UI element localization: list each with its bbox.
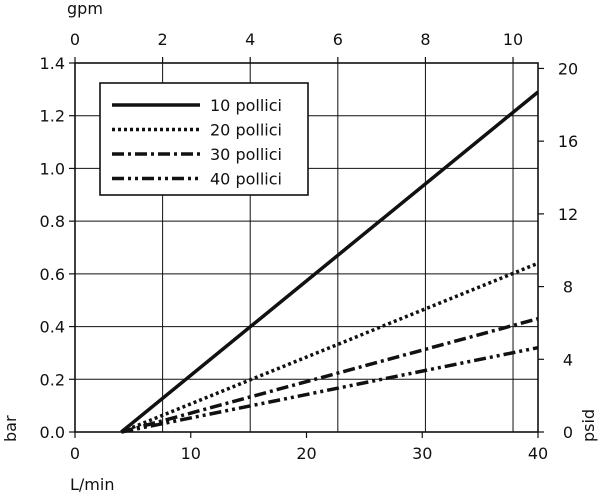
label-layer: L/min gpm bar psid — [1, 0, 598, 494]
x-top-tick-label: 4 — [245, 30, 255, 49]
legend-label-4: 40 pollici — [210, 170, 282, 189]
y-right-tick-label: 12 — [558, 205, 578, 224]
x-top-axis-label: gpm — [67, 0, 103, 18]
series-line-1 — [120, 90, 540, 434]
x-tick-label: 30 — [412, 444, 432, 463]
y-tick-label: 0.8 — [40, 212, 65, 231]
y-axis-label: bar — [1, 415, 20, 442]
series-line-3 — [120, 316, 539, 434]
y-tick-label: 0.2 — [40, 370, 65, 389]
x-top-tick-label: 2 — [158, 30, 168, 49]
legend-label-1: 10 pollici — [210, 96, 282, 115]
tick-layer: 0 10 20 30 400 2 4 6 8 100.00.20.40.60.81.01.21.4… — [40, 30, 579, 463]
x-tick-label: 10 — [181, 444, 201, 463]
y-tick-label: 0.4 — [40, 318, 65, 337]
y-right-axis-label: psid — [579, 409, 598, 442]
x-tick-label: 20 — [296, 444, 316, 463]
legend-box — [99, 82, 309, 196]
y-tick-label: 0.0 — [40, 423, 65, 442]
y-right-tick-label: 16 — [558, 132, 578, 151]
x-axis-label: L/min — [70, 475, 114, 494]
x-top-tick-label: 8 — [420, 30, 430, 49]
legend-label-2: 20 pollici — [210, 121, 282, 140]
x-top-tick-label: 6 — [333, 30, 343, 49]
y-right-tick-label: 20 — [558, 59, 578, 78]
series-line-2 — [120, 261, 539, 434]
series-line-4 — [120, 345, 539, 434]
y-tick-label: 1.0 — [40, 159, 65, 178]
y-tick-label: 1.2 — [40, 107, 65, 126]
y-right-tick-label: 4 — [563, 350, 573, 369]
y-tick-label: 0.6 — [40, 265, 65, 284]
y-right-tick-label: 8 — [563, 278, 573, 297]
y-right-tick-label: 0 — [563, 423, 573, 442]
y-tick-label: 1.4 — [40, 54, 65, 73]
legend: 10 pollici 20 pollici 30 pollici 40 pollici — [99, 82, 309, 196]
legend-label-3: 30 pollici — [210, 145, 282, 164]
x-top-tick-label: 0 — [70, 30, 80, 49]
x-top-tick-label: 10 — [503, 30, 523, 49]
x-tick-label: 0 — [70, 444, 80, 463]
series-layer — [120, 90, 540, 434]
x-tick-label: 40 — [528, 444, 548, 463]
